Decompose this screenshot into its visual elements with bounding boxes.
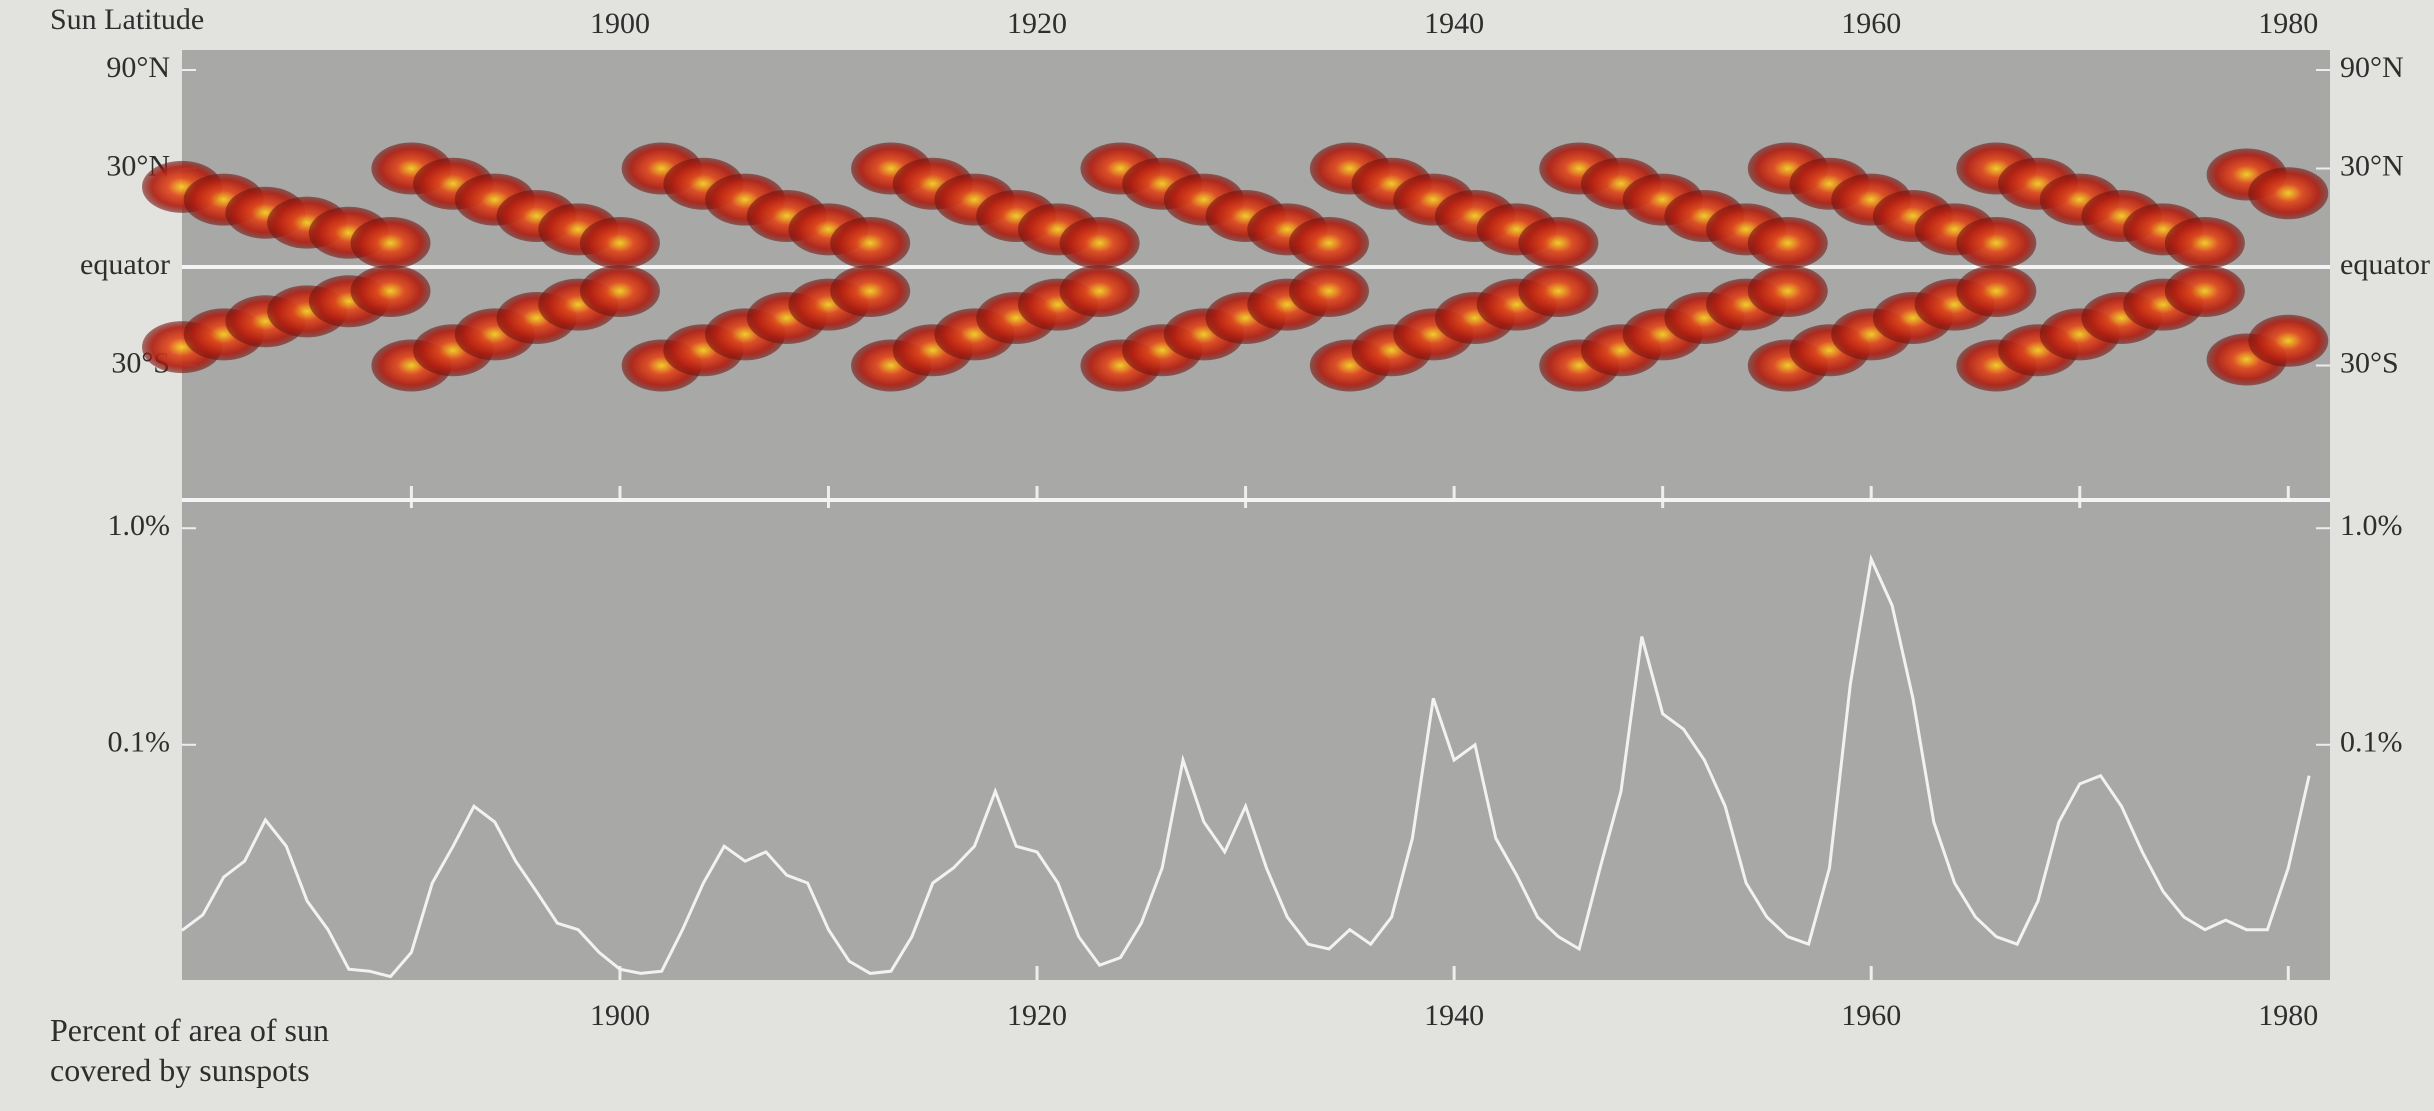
x-tick-label: 1980 [2258, 999, 2318, 1032]
x-tick-label: 1920 [1007, 7, 1067, 40]
sunspot-band [1518, 216, 1599, 269]
sunspot-band [1059, 265, 1140, 318]
area-line [181, 553, 2311, 979]
sunspot-band [1956, 216, 2037, 269]
sunspot-band [2164, 216, 2245, 269]
y-tick-label-right: 0.1% [2340, 726, 2403, 759]
x-tick-label: 1900 [590, 7, 650, 40]
sunspot-band [2248, 167, 2329, 220]
x-tick-label: 1960 [1841, 7, 1901, 40]
sunspot-band [1288, 216, 1369, 269]
y-tick-label: equator [80, 248, 170, 281]
sunspot-band [2248, 314, 2329, 367]
x-tick-label: 1940 [1424, 999, 1484, 1032]
x-tick-label: 1940 [1424, 7, 1484, 40]
x-tick-label: 1980 [2258, 7, 2318, 40]
x-tick-label: 1900 [590, 999, 650, 1032]
y-tick-label: 0.1% [108, 726, 171, 759]
y-tick-label-right: 90°N [2340, 51, 2404, 84]
chart-label: Percent of area of sun covered by sunspo… [50, 1012, 329, 1088]
sunspot-band [350, 216, 431, 269]
sunspot-band [830, 265, 911, 318]
y-tick-label-right: equator [2340, 248, 2430, 281]
y-tick-label-right: 30°N [2340, 149, 2404, 182]
x-tick-label: 1960 [1841, 999, 1901, 1032]
sunspot-band [1518, 265, 1599, 318]
y-tick-label-right: 1.0% [2340, 509, 2403, 542]
sunspot-band [1747, 265, 1828, 318]
sunspot-band [1059, 216, 1140, 269]
sunspot-band [350, 265, 431, 318]
sunspot-band [1747, 216, 1828, 269]
sunspot-band [1288, 265, 1369, 318]
sunspot-band [579, 216, 660, 269]
sunspot-band [2164, 265, 2245, 318]
sunspot-band [830, 216, 911, 269]
y-tick-label-right: 30°S [2340, 346, 2399, 379]
x-tick-label: 1920 [1007, 999, 1067, 1032]
sunspot-band [579, 265, 660, 318]
y-tick-label: 90°N [106, 51, 170, 84]
sunspot-band [1956, 265, 2037, 318]
chart-title: Sun Latitude [50, 3, 204, 36]
y-tick-label: 1.0% [108, 509, 171, 542]
